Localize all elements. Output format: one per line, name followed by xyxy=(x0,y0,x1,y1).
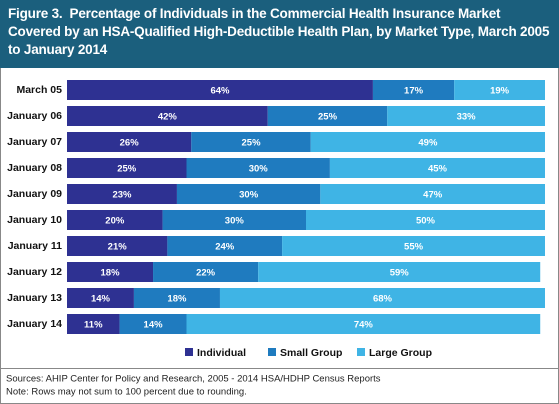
bar-segment xyxy=(67,158,187,178)
value-label: 25% xyxy=(117,164,137,175)
value-label: 49% xyxy=(418,138,438,149)
category-label: January 07 xyxy=(7,136,62,148)
bar-segment xyxy=(67,262,154,282)
value-label: 19% xyxy=(490,86,510,97)
category-label: January 09 xyxy=(7,188,62,200)
value-label: 30% xyxy=(225,216,245,227)
value-label: 45% xyxy=(428,164,448,175)
value-label: 30% xyxy=(239,190,259,201)
bar-segment xyxy=(372,80,455,100)
bar-segment xyxy=(267,106,388,126)
bar-segment xyxy=(219,288,545,308)
bar-segment xyxy=(162,210,306,230)
bar-segment xyxy=(306,210,545,230)
value-label: 68% xyxy=(373,294,393,305)
rounding-note: Note: Rows may not sum to 100 percent du… xyxy=(6,387,247,398)
value-label: 30% xyxy=(249,164,269,175)
bar-segment xyxy=(176,184,321,204)
value-label: 17% xyxy=(404,86,424,97)
bar-segment xyxy=(119,314,187,334)
value-label: 26% xyxy=(120,138,140,149)
value-label: 11% xyxy=(84,320,103,331)
value-label: 25% xyxy=(242,138,262,149)
legend-swatch xyxy=(268,348,276,356)
bar-segment xyxy=(133,288,220,308)
value-label: 55% xyxy=(404,242,424,253)
category-label: January 13 xyxy=(7,292,62,304)
value-label: 18% xyxy=(101,268,121,279)
category-label: January 11 xyxy=(8,240,62,252)
value-label: 21% xyxy=(108,242,128,253)
bar-segment xyxy=(258,262,541,282)
bar-segment xyxy=(67,314,120,334)
value-label: 14% xyxy=(91,294,111,305)
bar-segment xyxy=(67,210,163,230)
value-label: 23% xyxy=(112,190,132,201)
value-label: 25% xyxy=(318,112,338,123)
bar-segment xyxy=(67,132,192,152)
bar-segment xyxy=(387,106,545,126)
bar-segment xyxy=(167,236,283,256)
value-label: 42% xyxy=(158,112,178,123)
legend-swatch xyxy=(357,348,365,356)
category-label: January 14 xyxy=(7,318,62,330)
legend-label: Small Group xyxy=(280,347,342,359)
bar-segment xyxy=(67,106,268,126)
category-label: March 05 xyxy=(16,84,62,96)
bar-segment xyxy=(454,80,545,100)
category-label: January 08 xyxy=(7,162,62,174)
bar-segment xyxy=(67,80,373,100)
bar-segment xyxy=(186,314,541,334)
bar-segment xyxy=(310,132,545,152)
bar-segment xyxy=(67,184,177,204)
value-label: 50% xyxy=(416,216,436,227)
chart-title: Figure 3. Percentage of Individuals in t… xyxy=(8,6,553,57)
bar-segment xyxy=(67,288,134,308)
bar-segment xyxy=(329,158,545,178)
value-label: 47% xyxy=(423,190,443,201)
legend-label: Individual xyxy=(197,347,246,359)
legend-label: Large Group xyxy=(369,347,432,359)
value-label: 24% xyxy=(215,242,235,253)
bar-segment xyxy=(153,262,259,282)
bar-segment xyxy=(67,236,168,256)
value-label: 14% xyxy=(144,320,164,331)
value-label: 59% xyxy=(390,268,410,279)
category-label: January 12 xyxy=(7,266,62,278)
value-label: 64% xyxy=(210,86,230,97)
bar-segment xyxy=(320,184,545,204)
value-label: 20% xyxy=(105,216,125,227)
bar-segment xyxy=(282,236,545,256)
source-note: Sources: AHIP Center for Policy and Rese… xyxy=(6,374,381,385)
bar-segment xyxy=(191,132,311,152)
category-label: January 10 xyxy=(7,214,62,226)
value-label: 74% xyxy=(354,320,374,331)
header: Figure 3. Percentage of Individuals in t… xyxy=(0,0,559,68)
bar-segment xyxy=(186,158,330,178)
category-label: January 06 xyxy=(7,110,62,122)
value-label: 22% xyxy=(196,268,216,279)
value-label: 33% xyxy=(457,112,477,123)
value-label: 18% xyxy=(167,294,187,305)
legend-swatch xyxy=(185,348,193,356)
